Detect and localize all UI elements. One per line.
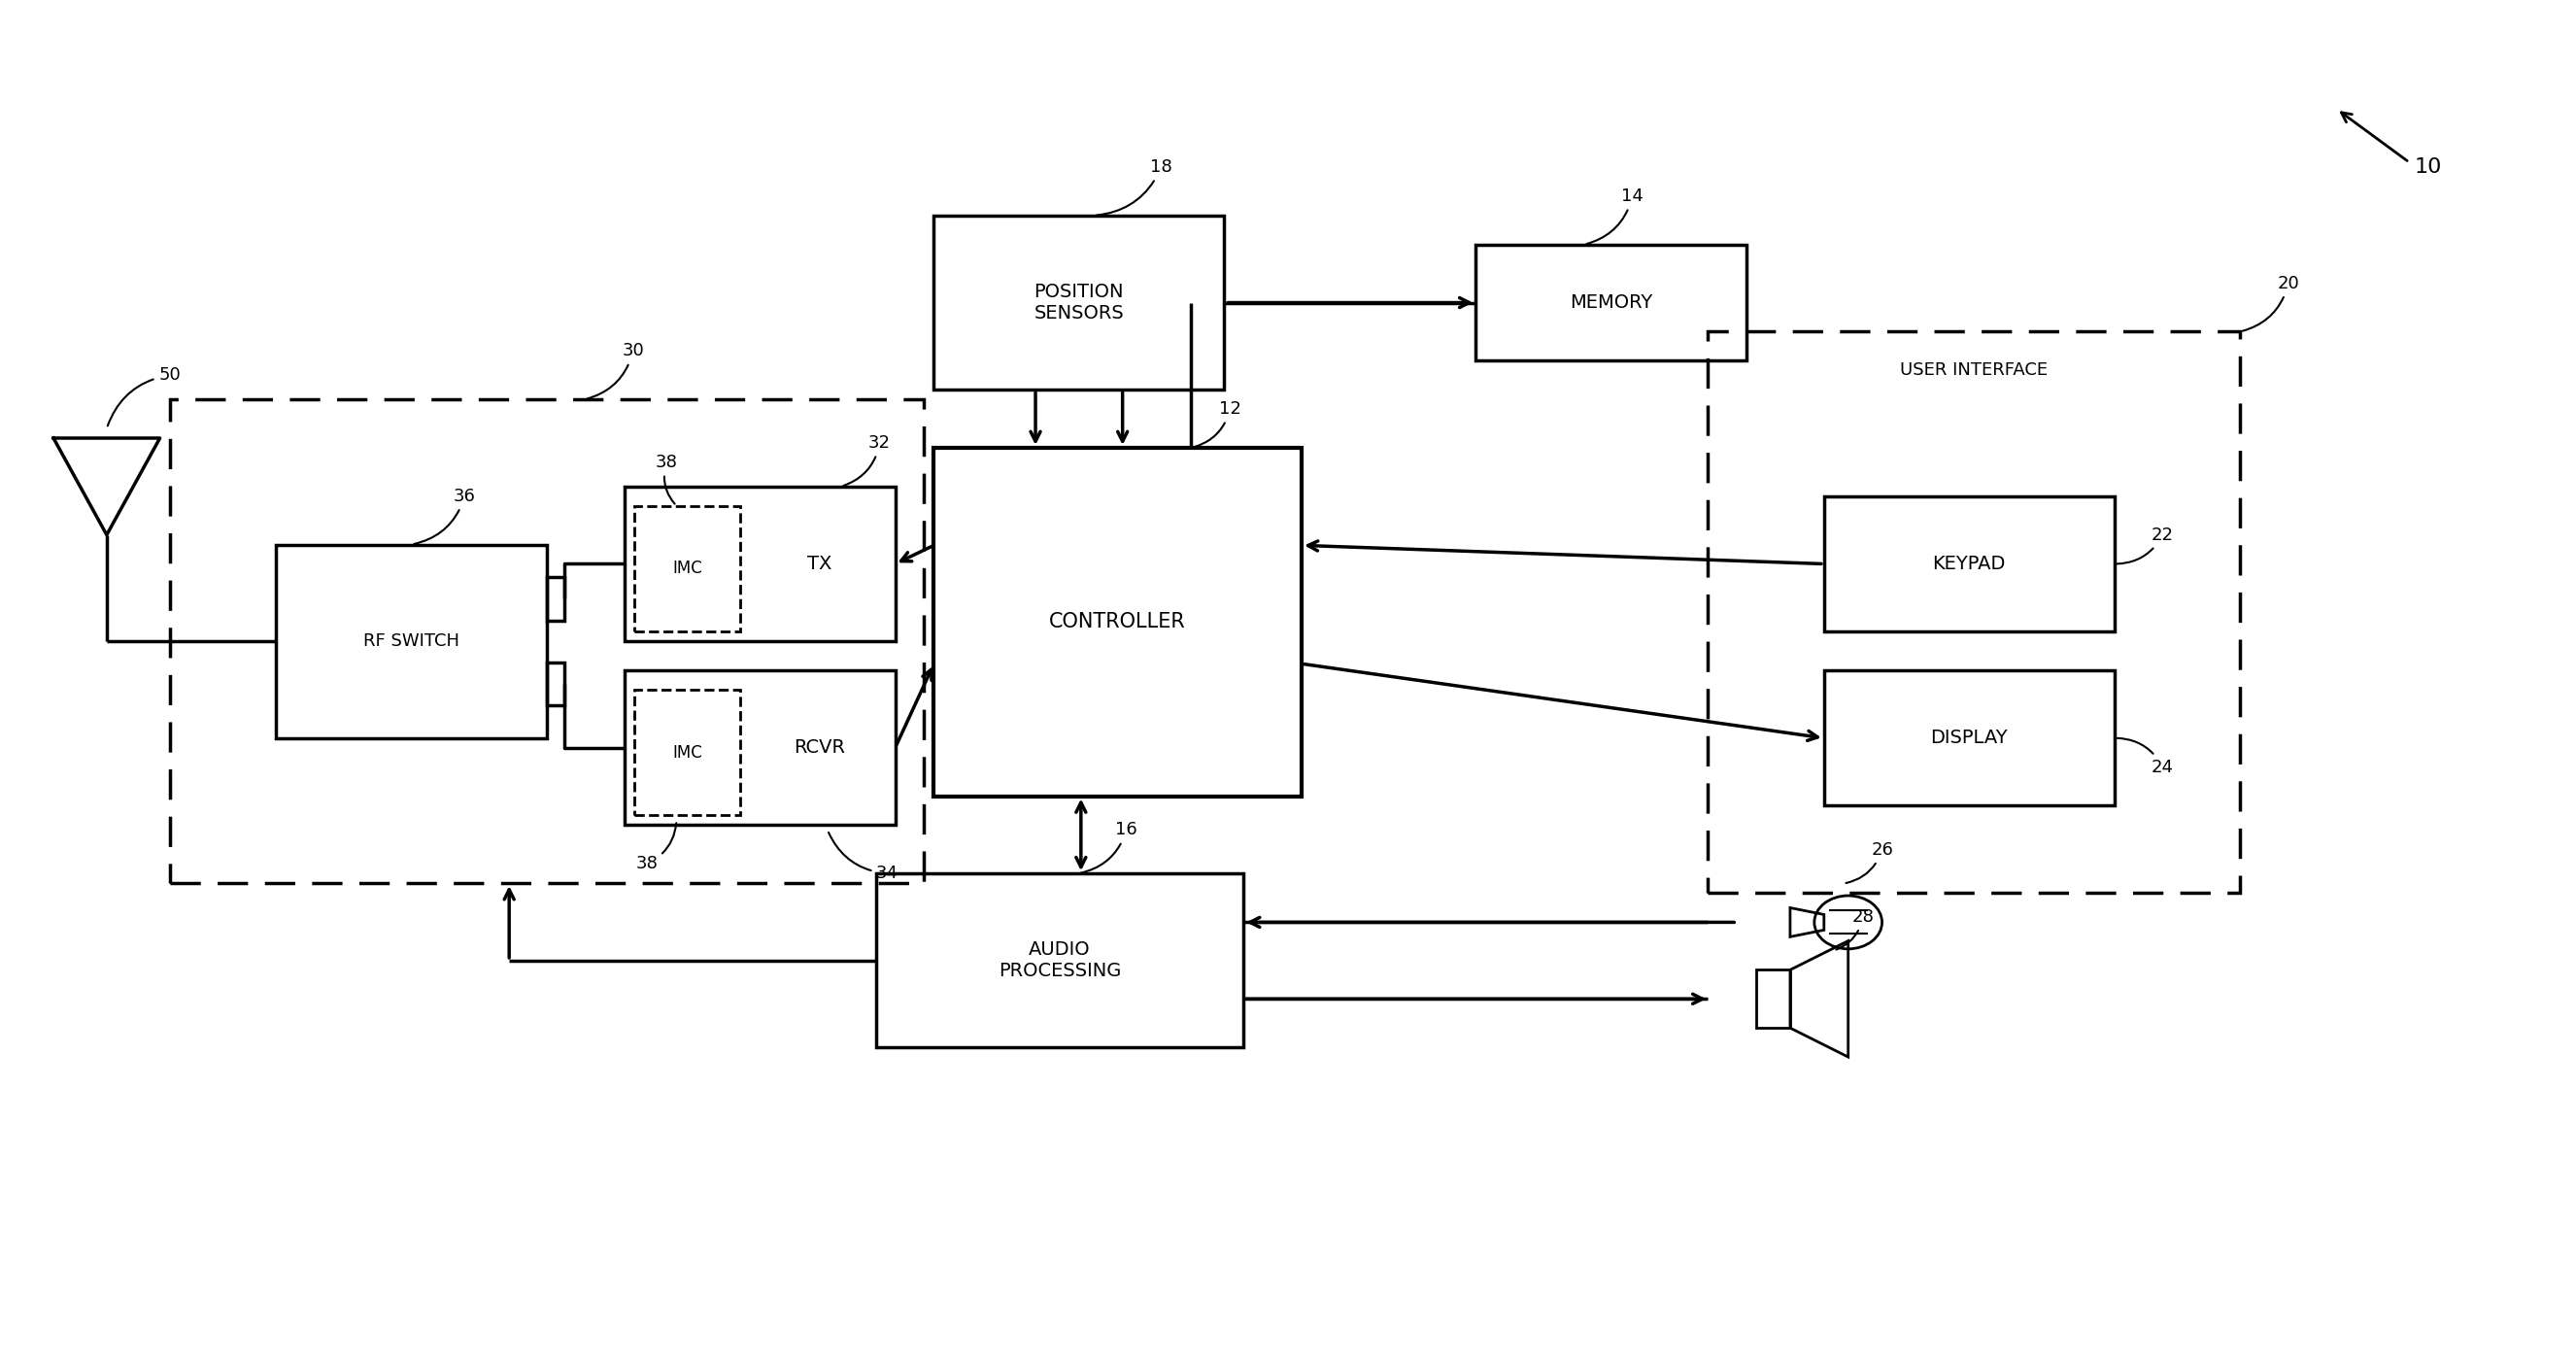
Text: TX: TX xyxy=(806,555,832,573)
Text: 32: 32 xyxy=(842,434,891,486)
Text: 38: 38 xyxy=(657,453,677,503)
Bar xyxy=(276,544,546,738)
Bar xyxy=(935,447,1301,796)
Bar xyxy=(623,487,896,642)
Bar xyxy=(546,662,564,706)
Text: 22: 22 xyxy=(2117,526,2174,564)
Text: USER INTERFACE: USER INTERFACE xyxy=(1901,362,2048,379)
Text: 24: 24 xyxy=(2117,738,2174,775)
Text: IMC: IMC xyxy=(672,744,703,762)
Bar xyxy=(623,670,896,826)
Text: 18: 18 xyxy=(1097,159,1172,215)
Text: 30: 30 xyxy=(587,343,644,398)
Text: 38: 38 xyxy=(636,823,677,873)
Text: MEMORY: MEMORY xyxy=(1569,294,1654,311)
Text: AUDIO
PROCESSING: AUDIO PROCESSING xyxy=(999,941,1121,981)
Text: 12: 12 xyxy=(1193,400,1242,447)
Text: RF SWITCH: RF SWITCH xyxy=(363,632,459,650)
Bar xyxy=(1824,496,2115,631)
Text: CONTROLLER: CONTROLLER xyxy=(1048,612,1185,631)
Bar xyxy=(546,577,564,620)
Text: 34: 34 xyxy=(829,832,899,883)
Bar xyxy=(1708,332,2241,894)
Text: 14: 14 xyxy=(1587,188,1643,243)
Text: 36: 36 xyxy=(415,487,477,544)
Bar xyxy=(634,506,739,631)
Text: 20: 20 xyxy=(2244,275,2300,330)
Text: DISPLAY: DISPLAY xyxy=(1929,729,2007,747)
Text: 16: 16 xyxy=(1082,821,1139,873)
Text: 10: 10 xyxy=(2414,158,2442,177)
Text: KEYPAD: KEYPAD xyxy=(1932,555,2007,573)
Text: IMC: IMC xyxy=(672,560,703,578)
Bar xyxy=(170,400,925,883)
Text: 28: 28 xyxy=(1837,908,1873,949)
Text: RCVR: RCVR xyxy=(793,738,845,758)
Bar xyxy=(634,690,739,816)
Bar xyxy=(1476,245,1747,360)
Text: POSITION
SENSORS: POSITION SENSORS xyxy=(1033,283,1123,322)
Text: 26: 26 xyxy=(1847,840,1893,883)
Bar xyxy=(876,873,1244,1047)
Text: 50: 50 xyxy=(108,366,180,426)
Bar xyxy=(935,216,1224,390)
Bar xyxy=(1824,670,2115,805)
